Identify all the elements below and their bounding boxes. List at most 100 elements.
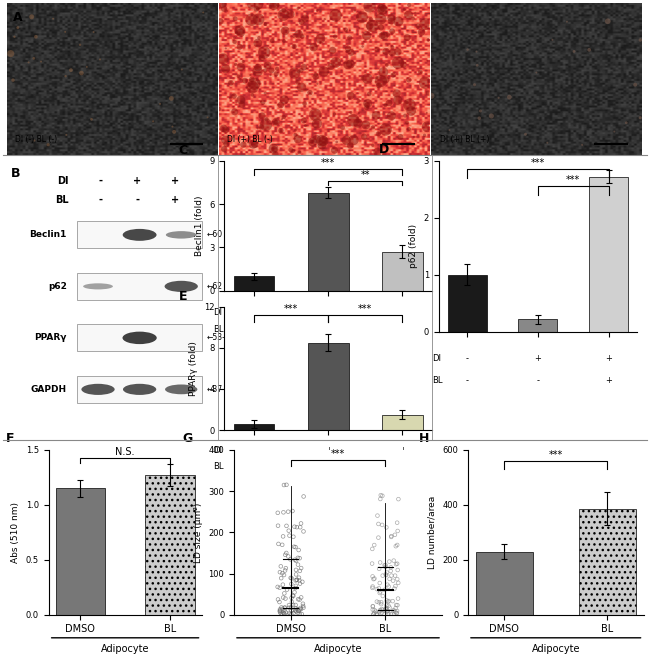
Point bbox=[308, 42, 318, 52]
Text: Adipocyte: Adipocyte bbox=[101, 644, 150, 654]
Point bbox=[368, 122, 378, 133]
Text: Beclin1: Beclin1 bbox=[29, 231, 67, 239]
Point bbox=[265, 70, 276, 81]
Point bbox=[240, 75, 250, 86]
Point bbox=[280, 603, 290, 613]
Text: ***: *** bbox=[566, 175, 580, 185]
Y-axis label: p62 (fold): p62 (fold) bbox=[409, 224, 418, 268]
Point bbox=[404, 124, 414, 134]
Point bbox=[283, 525, 294, 536]
Point bbox=[279, 480, 289, 490]
Point bbox=[392, 600, 402, 611]
Point bbox=[293, 29, 304, 40]
Text: PPARγ: PPARγ bbox=[34, 333, 67, 342]
Point bbox=[148, 116, 159, 127]
Point bbox=[235, 25, 245, 36]
Point bbox=[367, 559, 377, 569]
Point bbox=[346, 107, 356, 118]
Point bbox=[287, 592, 297, 603]
Point bbox=[371, 110, 382, 120]
Text: +: + bbox=[399, 308, 406, 317]
Point bbox=[382, 600, 392, 611]
Point bbox=[292, 522, 302, 533]
Point bbox=[291, 603, 301, 613]
Point bbox=[235, 28, 246, 38]
Point bbox=[264, 137, 274, 148]
Point bbox=[292, 574, 302, 585]
Point bbox=[367, 20, 378, 31]
Point bbox=[388, 605, 398, 616]
Point bbox=[380, 584, 390, 595]
Point bbox=[219, 3, 229, 14]
Point bbox=[330, 145, 340, 155]
Point bbox=[288, 600, 298, 610]
Point bbox=[409, 132, 419, 142]
Point bbox=[379, 31, 389, 42]
Point bbox=[291, 600, 301, 610]
Point bbox=[273, 0, 283, 11]
Point bbox=[367, 571, 378, 582]
Point bbox=[267, 36, 278, 46]
Point bbox=[281, 548, 291, 559]
Point bbox=[389, 605, 399, 615]
Point bbox=[376, 14, 386, 24]
Point bbox=[27, 11, 37, 22]
Point bbox=[391, 600, 402, 610]
Text: A: A bbox=[13, 11, 23, 24]
Point bbox=[289, 68, 300, 79]
Text: +: + bbox=[605, 376, 612, 385]
Point bbox=[88, 26, 99, 37]
Point bbox=[294, 575, 304, 586]
Text: -: - bbox=[327, 325, 330, 334]
Point bbox=[384, 581, 394, 592]
Point bbox=[245, 70, 255, 81]
Point bbox=[252, 3, 262, 14]
Point bbox=[275, 604, 285, 615]
Text: ←37: ←37 bbox=[206, 385, 222, 394]
Text: Adipocyte: Adipocyte bbox=[314, 644, 362, 654]
Point bbox=[275, 567, 285, 578]
Point bbox=[354, 96, 364, 106]
Point bbox=[271, 117, 281, 128]
Point bbox=[29, 136, 40, 146]
Point bbox=[376, 5, 387, 15]
Point bbox=[391, 608, 402, 619]
Point bbox=[281, 479, 292, 490]
Point bbox=[296, 604, 306, 615]
Point bbox=[390, 529, 400, 540]
Point bbox=[246, 15, 257, 25]
Point bbox=[285, 145, 296, 155]
Point bbox=[231, 28, 242, 38]
Point bbox=[222, 5, 233, 16]
Point bbox=[254, 3, 265, 14]
Point bbox=[403, 10, 413, 20]
Point bbox=[471, 46, 482, 57]
Point bbox=[359, 36, 369, 47]
Point bbox=[266, 65, 277, 76]
Point bbox=[393, 564, 403, 575]
Point bbox=[358, 41, 368, 52]
Point bbox=[475, 106, 486, 116]
Point bbox=[406, 106, 417, 116]
Point bbox=[374, 564, 384, 574]
Point bbox=[372, 609, 382, 619]
Point bbox=[294, 566, 305, 576]
Point bbox=[263, 60, 273, 71]
Text: ***: *** bbox=[321, 158, 335, 168]
Point bbox=[376, 603, 387, 614]
Point bbox=[221, 124, 231, 135]
Point bbox=[386, 531, 396, 541]
Point bbox=[341, 26, 352, 36]
Point bbox=[389, 583, 400, 594]
Point bbox=[218, 54, 228, 64]
Point bbox=[286, 605, 296, 616]
Text: C: C bbox=[179, 144, 188, 157]
Point bbox=[290, 130, 300, 140]
Point bbox=[289, 31, 299, 42]
Point bbox=[281, 521, 292, 531]
Text: ***: *** bbox=[358, 303, 372, 314]
Point bbox=[300, 13, 310, 24]
Text: G: G bbox=[182, 432, 192, 445]
Text: B: B bbox=[10, 167, 20, 180]
Point bbox=[279, 588, 289, 599]
